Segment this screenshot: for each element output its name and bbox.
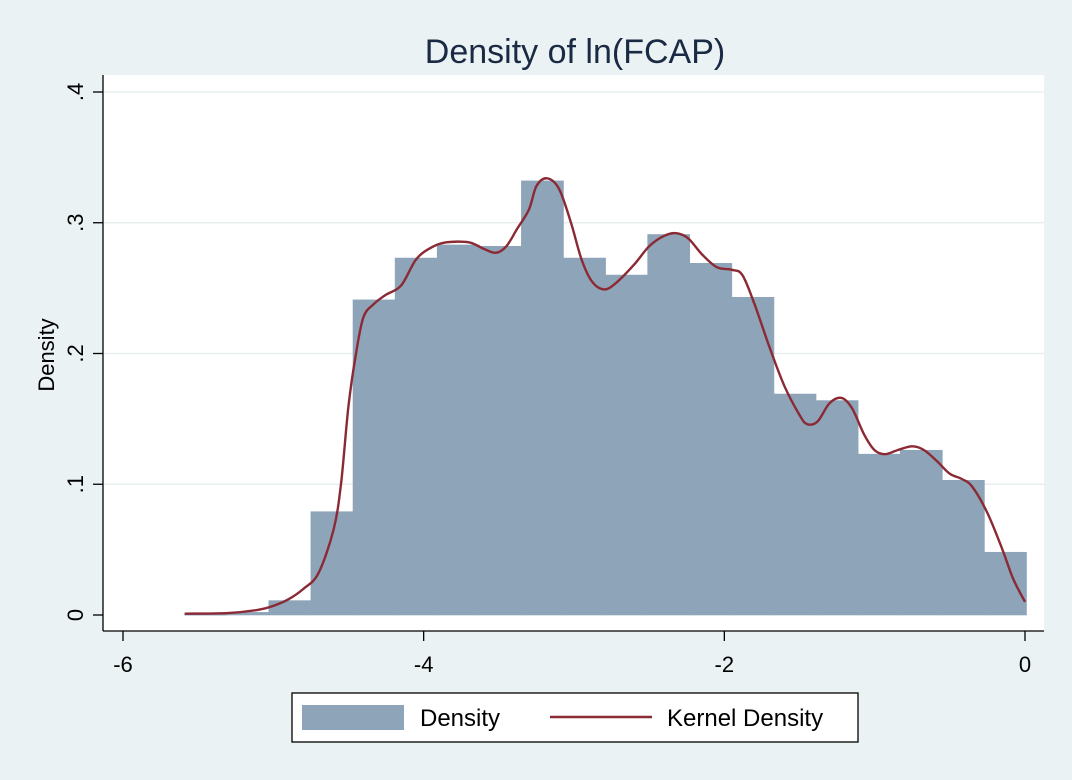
y-axis-label: Density	[34, 318, 59, 391]
x-tick-label-1: -4	[414, 652, 434, 677]
legend-kernel-density-label: Kernel Density	[667, 705, 823, 732]
legend: Density Kernel Density	[291, 692, 859, 743]
histogram-bar-8	[521, 180, 564, 616]
y-tick-label-3: .3	[63, 214, 88, 232]
x-ticks: -6 -4 -2 0	[113, 631, 1031, 677]
histogram-bar-17	[899, 449, 943, 616]
histogram-bar-12	[689, 262, 733, 616]
histogram-bar-10	[605, 274, 648, 616]
y-tick-label-1: .1	[63, 475, 88, 493]
histogram-bar-9	[563, 257, 606, 616]
histogram-bar-14	[773, 393, 817, 616]
x-tick-label-3: 0	[1019, 652, 1031, 677]
histogram-bar-4	[352, 299, 396, 616]
histogram-bar-7	[478, 245, 522, 616]
y-ticks: 0 .1 .2 .3 .4	[63, 83, 103, 621]
chart-title: Density of ln(FCAP)	[425, 33, 725, 71]
histogram-bar-5	[394, 257, 438, 616]
legend-density-swatch	[302, 705, 404, 730]
histogram-bars	[184, 180, 1027, 616]
histogram-bar-19	[984, 551, 1027, 616]
kernel-density-line	[184, 177, 1027, 615]
histogram-bar-6	[436, 244, 480, 616]
y-tick-label-4: .4	[63, 83, 88, 101]
x-tick-label-0: -6	[113, 652, 133, 677]
x-tick-label-2: -2	[715, 652, 735, 677]
histogram-bar-16	[857, 453, 901, 616]
histogram-bar-18	[942, 480, 985, 616]
y-tick-label-2: .2	[63, 344, 88, 362]
y-tick-label-0: 0	[63, 609, 88, 621]
histogram-bar-2	[268, 600, 312, 616]
legend-density-label: Density	[420, 705, 500, 732]
histogram-bar-15	[815, 400, 859, 616]
histogram-bar-3	[310, 511, 354, 616]
histogram-bar-11	[647, 234, 691, 616]
